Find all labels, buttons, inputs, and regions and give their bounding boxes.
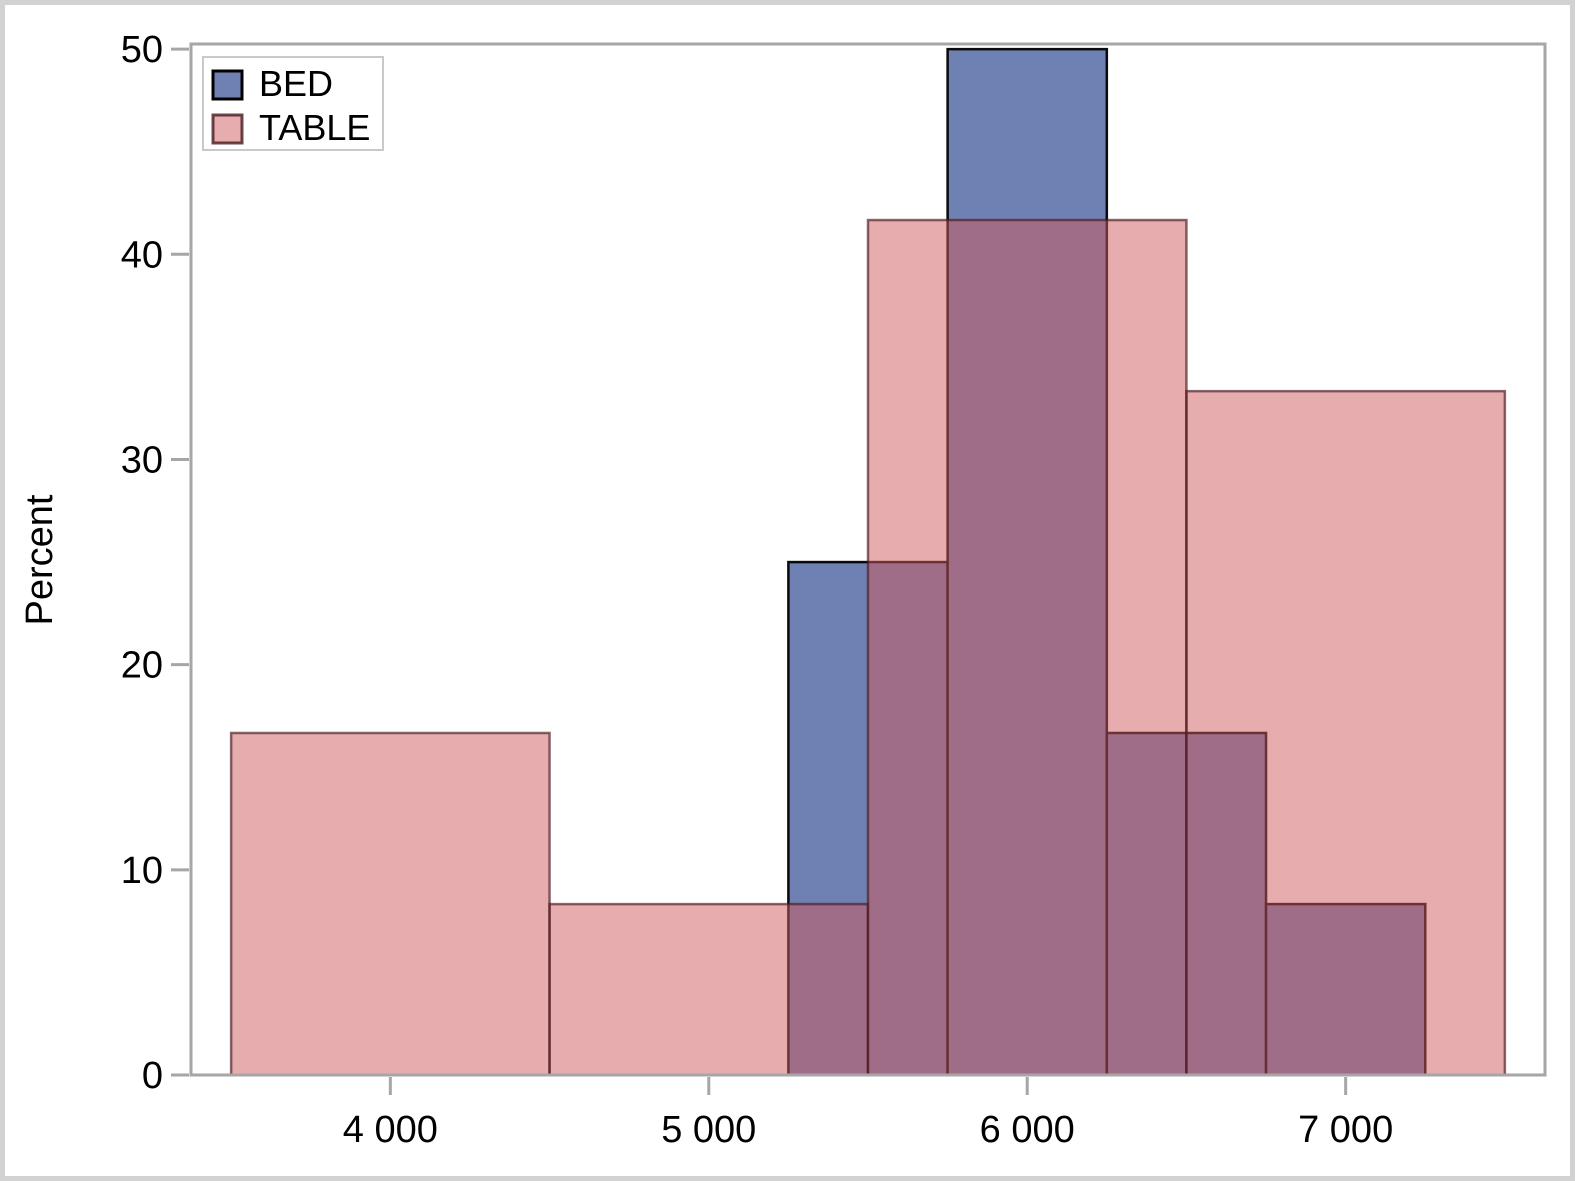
bar-table (866, 218, 1188, 1077)
y-axis-title: Percent (19, 494, 61, 625)
x-tick-label: 7 000 (1298, 1109, 1393, 1151)
y-tick-label: 50 (121, 29, 163, 71)
y-tick-label: 40 (121, 234, 163, 276)
plot-frame-border (189, 42, 1547, 1077)
y-axis: 0 10 20 30 40 50 (121, 29, 189, 1097)
y-tick-label: 0 (142, 1055, 163, 1097)
legend-swatch-bed-icon (211, 69, 244, 101)
legend-label-bed: BED (259, 63, 333, 104)
table-series (229, 218, 1507, 1077)
legend: BED TABLE (202, 56, 384, 151)
legend-label-table: TABLE (259, 107, 370, 148)
y-tick-label: 20 (121, 645, 163, 687)
bar-table (1185, 389, 1507, 1077)
plot-frame (189, 42, 1547, 1077)
y-tick-label: 30 (121, 439, 163, 481)
bar-table (229, 731, 551, 1077)
x-tick-label: 4 000 (343, 1109, 438, 1151)
x-tick-label: 5 000 (661, 1109, 756, 1151)
bar-table (548, 902, 870, 1077)
x-tick-label: 6 000 (980, 1109, 1075, 1151)
y-tick-label: 10 (121, 850, 163, 892)
legend-swatch-table-icon (211, 113, 244, 145)
x-axis: 4 000 5 000 6 000 7 000 (343, 1077, 1393, 1151)
